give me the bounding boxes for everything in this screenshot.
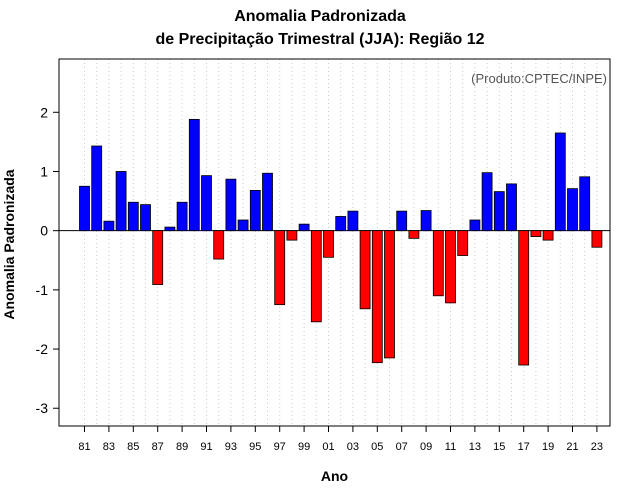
x-tick-label: 83: [103, 441, 115, 453]
bar-2004: [359, 230, 371, 310]
y-tick-label: -1: [36, 282, 49, 298]
x-tick-label: 99: [298, 441, 310, 453]
source-annotation: (Produto:CPTEC/INPE): [471, 71, 607, 86]
x-tick-label: 91: [200, 441, 212, 453]
x-tick-label: 17: [518, 441, 530, 453]
bar-1991: [201, 175, 212, 232]
bar-2000: [310, 230, 322, 323]
chart-title-line-1: Anomalia Padronizada: [234, 8, 406, 25]
bar-2022: [579, 176, 591, 232]
bar-1989: [176, 201, 188, 232]
bar-2005: [371, 230, 383, 364]
x-tick-label: 95: [249, 441, 261, 453]
x-tick-label: 19: [542, 441, 554, 453]
bar-1994: [237, 219, 249, 232]
x-tick-label: 15: [493, 441, 505, 453]
bar-2015: [493, 191, 505, 232]
bar-2007: [396, 210, 408, 232]
bar-1986: [140, 204, 151, 232]
y-tick-label: 2: [40, 104, 48, 120]
x-tick-label: 11: [445, 441, 456, 453]
y-tick-label: 0: [40, 223, 48, 239]
bar-2006: [384, 230, 395, 359]
bar-2008: [408, 230, 420, 239]
bar-1985: [127, 201, 139, 232]
bar-2002: [335, 216, 347, 232]
bar-1999: [298, 223, 310, 232]
bar-1997: [274, 230, 286, 306]
bar-1982: [91, 145, 103, 232]
x-axis: 81 83 85 87 89 91 93 95 97 99 01 03 05 07 09 11 13 15 17 19…: [78, 426, 603, 453]
y-axis: -3 -2 -1 0 1 2: [36, 104, 59, 416]
bar-1998: [286, 230, 298, 241]
y-axis-title: Anomalia Padronizada: [1, 169, 17, 319]
bar-2017: [518, 230, 530, 366]
bars-layer: [79, 118, 603, 366]
x-tick-label: 13: [469, 441, 481, 453]
bar-2020: [554, 132, 566, 232]
bar-2010: [432, 230, 444, 297]
x-tick-label: 07: [396, 441, 408, 453]
x-tick-label: 05: [371, 441, 383, 453]
bar-2018: [530, 230, 542, 237]
bar-2013: [469, 219, 481, 232]
bar-1993: [225, 178, 237, 232]
bar-1981: [79, 185, 90, 232]
y-tick-label: 1: [40, 163, 48, 179]
x-tick-label: 23: [591, 441, 603, 453]
bar-2011: [445, 230, 456, 304]
plot-frame: [58, 58, 611, 427]
bar-1992: [213, 230, 225, 260]
x-axis-title: Ano: [321, 468, 348, 484]
x-tick-label: 01: [322, 441, 334, 453]
bar-2023: [591, 230, 603, 248]
bar-2021: [567, 188, 578, 232]
bar-1983: [103, 220, 115, 232]
bar-1988: [164, 226, 176, 232]
x-tick-label: 09: [420, 441, 432, 453]
bar-2012: [457, 230, 469, 256]
bar-2003: [347, 210, 359, 232]
x-tick-label: 93: [225, 441, 237, 453]
bar-1987: [152, 230, 164, 285]
chart-title-line-2: de Precipitação Trimestral (JJA): Região…: [155, 31, 485, 48]
x-tick-label: 85: [127, 441, 139, 453]
x-tick-label: 87: [152, 441, 164, 453]
x-tick-label: 89: [176, 441, 188, 453]
bar-1996: [262, 172, 273, 232]
bar-2016: [506, 183, 517, 232]
bar-2019: [542, 230, 554, 241]
bar-1984: [115, 171, 127, 232]
bar-2001: [323, 230, 334, 258]
x-tick-label: 81: [78, 441, 90, 453]
y-tick-label: -3: [36, 400, 49, 416]
bar-1990: [188, 118, 200, 232]
y-tick-label: -2: [36, 341, 49, 357]
bar-2014: [481, 172, 493, 232]
bar-2009: [420, 210, 432, 232]
x-tick-label: 03: [347, 441, 359, 453]
x-tick-label: 21: [566, 441, 578, 453]
x-tick-label: 97: [274, 441, 286, 453]
bar-1995: [249, 190, 261, 232]
